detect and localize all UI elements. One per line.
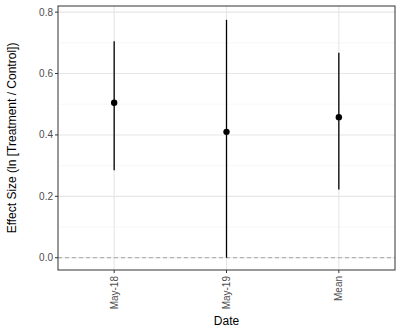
y-tick-label: 0.2 (39, 191, 53, 202)
x-tick (226, 270, 227, 273)
y-tick-label: 0.0 (39, 252, 53, 263)
y-tick (55, 257, 58, 258)
y-tick-label: 0.8 (39, 7, 53, 18)
x-tick (338, 270, 339, 273)
y-tick (55, 73, 58, 74)
y-tick (55, 12, 58, 13)
x-axis-label: Date (214, 314, 240, 328)
plot-background (58, 6, 395, 270)
plot-border (58, 6, 395, 270)
point (336, 114, 342, 120)
chart: 0.0 0.2 0.4 0.6 0.8 May-18 May-19 Mean Date Effec… (0, 0, 400, 333)
x-tick-label: May-18 (109, 276, 120, 310)
y-tick-label: 0.6 (39, 68, 53, 79)
point (111, 99, 117, 105)
error-bar (338, 53, 339, 190)
y-tick (55, 134, 58, 135)
plot-marks (58, 20, 395, 258)
y-tick-label: 0.4 (39, 129, 53, 140)
grid-line-x (338, 6, 339, 270)
chart-container: 0.0 0.2 0.4 0.6 0.8 May-18 May-19 Mean Date Effec… (0, 0, 400, 333)
x-tick-label: Mean (333, 276, 344, 301)
grid-line-x (114, 6, 115, 270)
point (223, 129, 229, 135)
y-tick (55, 196, 58, 197)
x-tick (114, 270, 115, 273)
error-bar (226, 20, 227, 258)
grid-line-x (226, 6, 227, 270)
y-axis-label: Effect Size (ln [Treatment / Control]) (5, 43, 19, 234)
x-tick-label: May-19 (221, 276, 232, 310)
